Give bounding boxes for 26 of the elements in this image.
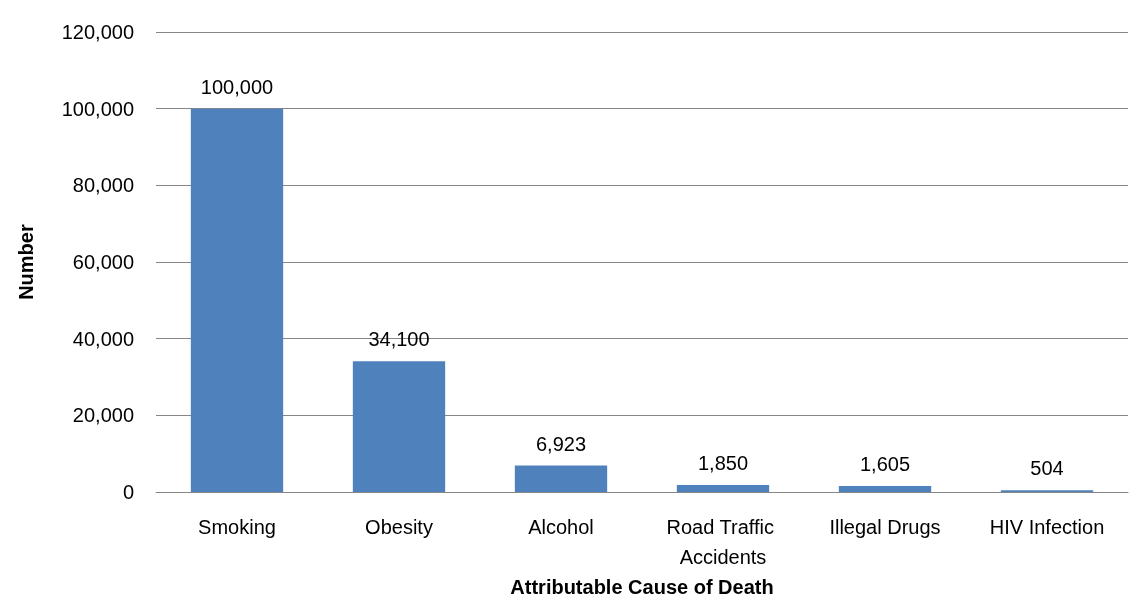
data-label: 504 (1030, 457, 1064, 480)
y-tick-label: 60,000 (72, 251, 134, 274)
data-label: 34,100 (368, 328, 430, 351)
y-tick-label: 40,000 (72, 327, 134, 350)
y-axis-title: Number (15, 224, 37, 300)
y-tick-label: 100,000 (61, 97, 134, 120)
x-tick-label: Road Traffic Accidents (666, 516, 780, 569)
x-tick-label: Smoking (198, 516, 276, 539)
bar (352, 361, 446, 493)
bar (676, 485, 770, 493)
x-tick-label: Illegal Drugs (829, 516, 941, 539)
data-label: 1,605 (859, 452, 911, 475)
data-label: 1,850 (697, 452, 749, 475)
bar (190, 108, 284, 493)
y-tick-label: 0 (122, 481, 134, 504)
y-tick-label: 120,000 (61, 21, 134, 43)
data-label: 6,923 (535, 432, 587, 455)
x-axis-title: Attributable Cause of Death (510, 576, 774, 598)
x-tick-label: HIV Infection (989, 516, 1105, 539)
y-tick-label: 20,000 (72, 404, 134, 427)
x-tick-label: Obesity (365, 516, 433, 539)
bar (838, 485, 932, 493)
y-tick-label: 80,000 (72, 174, 134, 197)
x-tick-label: Alcohol (528, 516, 594, 539)
bar (514, 465, 608, 493)
data-label: 100,000 (200, 75, 274, 98)
